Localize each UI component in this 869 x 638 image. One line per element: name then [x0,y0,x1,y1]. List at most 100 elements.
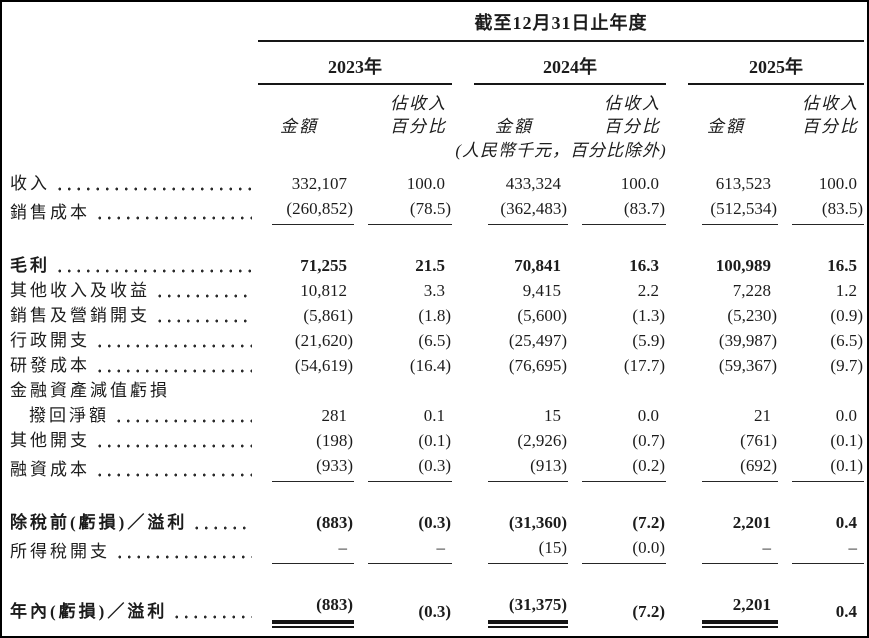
column-gap [666,378,688,403]
amount-cell: (15) [474,535,568,564]
dot-leader [155,319,252,323]
column-gap [452,115,474,138]
pct-cell: (78.5) [354,196,452,225]
amount-cell: (31,375) [474,592,568,628]
value-text: (913) [530,456,567,475]
row-label-cell: 其他開支 [10,428,258,453]
table-row: 銷售及營銷開支 (5,861) (1.8) (5,600) (1.3) (5,230) (0… [10,303,864,328]
pct-cell: 1.2 [778,278,864,303]
value-text: 613,523 [715,174,771,193]
pct-cell: (0.1) [778,428,864,453]
table-row: 銷售成本 (260,852) (78.5) (362,483) (83.7) (512,5… [10,196,864,225]
pct-cell: (1.3) [568,303,666,328]
unit-note-row: (人民幣千元，百分比除外) [10,138,864,171]
amount-cell: (512,534) [688,196,778,225]
dot-leader [192,526,252,530]
value-text: (31,360) [508,513,567,532]
amount-cell: 21 [688,403,778,428]
value-text: (83.7) [623,199,665,218]
value-text: (362,483) [500,199,567,218]
pct-cell: (0.0) [568,535,666,564]
column-gap [452,196,474,225]
row-label-cell: 除稅前(虧損)／溢利 [10,510,258,535]
dot-leader [95,473,252,477]
pct-cell: (17.7) [568,353,666,378]
value-text: 9,415 [522,281,561,300]
value-text: (5,861) [303,306,353,325]
column-gap [452,535,474,564]
column-gap [452,353,474,378]
dot-leader [55,269,252,273]
amount-cell: 2,201 [688,510,778,535]
row-label: 毛利 [10,256,50,275]
column-gap [666,428,688,453]
column-gap [666,278,688,303]
row-label: 融資成本 [10,460,90,479]
column-gap [666,84,688,115]
value-text: 0.4 [835,602,857,621]
spacer-row [10,482,864,510]
value-text: (6.5) [830,331,863,350]
pct-cell: (0.3) [354,453,452,482]
value-text: 2,201 [732,513,771,532]
amount-cell: (883) [258,592,354,628]
document-page: 截至12月31日止年度 2023年 2024年 2025年 佔收入 佔收入 佔收… [2,2,867,628]
amount-cell: (5,230) [688,303,778,328]
value-text: 100.0 [620,174,659,193]
amount-cell: 9,415 [474,278,568,303]
value-text: 1.2 [835,281,857,300]
row-label: 除稅前(虧損)／溢利 [10,513,188,532]
value-text: 0.4 [835,513,857,532]
value-text: 16.5 [827,256,857,275]
value-text: (54,619) [294,356,353,375]
pct-cell: (0.3) [354,592,452,624]
pct-cell: 100.0 [778,171,864,196]
column-gap [452,278,474,303]
financial-table: 截至12月31日止年度 2023年 2024年 2025年 佔收入 佔收入 佔收… [10,7,864,628]
row-label-cell: 行政開支 [10,328,258,353]
pct-cell: 0.1 [354,403,452,428]
spacer-cell [10,564,864,592]
pct-cell: 0.0 [568,403,666,428]
value-text: (78.5) [409,199,451,218]
year-header-row: 2023年 2024年 2025年 [10,41,864,85]
pct-header-line1-2025: 佔收入 [802,94,859,113]
amount-header-2025: 金額 [707,117,745,136]
value-text: (512,534) [710,199,777,218]
amount-cell: 71,255 [258,253,354,278]
value-text: 21.5 [415,256,445,275]
value-text: 16.3 [629,256,659,275]
column-gap [452,171,474,196]
spacer-cell [10,482,864,510]
year-header-2024: 2024年 [474,41,666,85]
value-text: (883) [316,595,353,614]
amount-cell: 613,523 [688,171,778,196]
value-text: (1.3) [632,306,665,325]
amount-cell: (25,497) [474,328,568,353]
row-label: 所得稅開支 [10,542,110,561]
amount-cell: (692) [688,453,778,482]
dot-leader [55,187,252,191]
pct-cell: 16.5 [778,253,864,278]
pct-cell: (6.5) [778,328,864,353]
pct-cell [354,378,452,403]
dot-leader [95,444,252,448]
value-text: 100,989 [715,256,771,275]
value-text: (76,695) [508,356,567,375]
column-gap [666,510,688,535]
row-label: 研發成本 [10,356,90,375]
column-gap [666,353,688,378]
value-text: (59,367) [718,356,777,375]
pct-header-line1-2023: 佔收入 [390,94,447,113]
table-row: 研發成本 (54,619) (16.4) (76,695) (17.7) (59,367)… [10,353,864,378]
row-label-cell: 研發成本 [10,353,258,378]
value-text: (692) [740,456,777,475]
column-gap [452,378,474,403]
pct-cell: – [778,535,864,564]
amount-cell: – [258,535,354,564]
pct-cell: (7.2) [568,592,666,624]
value-text: 7,228 [732,281,771,300]
column-gap [666,196,688,225]
value-text: (9.7) [830,356,863,375]
table-row: 融資成本 (933) (0.3) (913) (0.2) (692) (0.1) [10,453,864,482]
